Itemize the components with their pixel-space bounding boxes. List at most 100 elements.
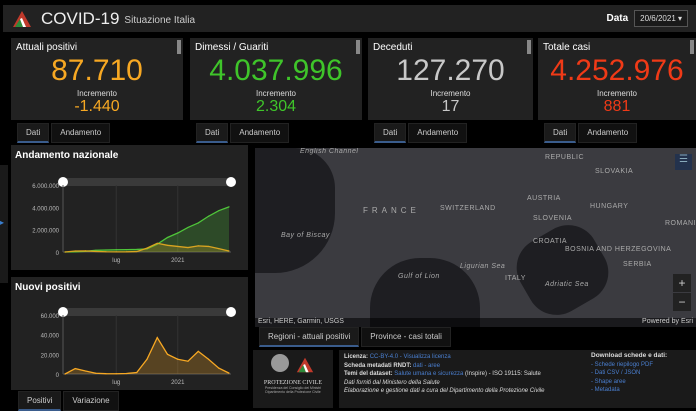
data-point [197, 222, 199, 224]
y-tick-label: 20.000 [41, 353, 60, 359]
logo-sub: Presidenza del Consiglio dei Ministri [264, 386, 322, 390]
temi-link[interactable]: Salute umana e sicurezza [394, 371, 464, 377]
card-value: 4.252.976 [550, 54, 684, 87]
data-point [197, 350, 199, 352]
map-label: Ligurian Sea [460, 263, 506, 270]
data-point [197, 245, 199, 247]
data-point [95, 250, 97, 253]
tab-andamento[interactable]: Andamento [51, 123, 111, 143]
data-point [187, 226, 189, 229]
y-tick-label: 2.000.000 [32, 229, 59, 235]
tab-province[interactable]: Province - casi totali [361, 327, 451, 347]
map-label: English Channel [300, 148, 359, 155]
powered-by-esri[interactable]: Powered by Esri [642, 318, 693, 325]
data-point [105, 249, 107, 251]
tab-dati[interactable]: Dati [544, 123, 577, 143]
tab-dati[interactable]: Dati [374, 123, 407, 143]
data-point [177, 358, 179, 360]
data-point [207, 215, 210, 217]
app-title: COVID-19 [41, 8, 120, 28]
download-shape-link[interactable]: - Shape aree [591, 378, 626, 385]
rndt-link[interactable]: dati - aree [413, 362, 441, 369]
andamento-chart[interactable]: 6.000.000 4.000.000 2.000.000 0 lug 2021 [11, 145, 248, 270]
series-area [65, 206, 229, 252]
chart-title: Nuovi positivi [15, 282, 81, 293]
panel-andamento-nazionale: 6.000.000 4.000.000 2.000.000 0 lug 2021 Anda… [11, 145, 248, 270]
y-tick-label: 4.000.000 [32, 206, 59, 212]
sea-area [370, 258, 480, 327]
scrollbar[interactable] [177, 40, 181, 54]
card-label: Totale casi [543, 42, 591, 53]
range-slider-handle[interactable] [226, 307, 236, 317]
map-label: REPUBLIC [545, 154, 585, 161]
fonte-text: Dati forniti dal Ministero della Salute [344, 379, 440, 386]
tab-regioni[interactable]: Regioni - attuali positivi [259, 327, 360, 347]
scrollbar[interactable] [690, 40, 694, 54]
temi-label: Temi del dataset: [344, 371, 393, 377]
card-value: 127.270 [396, 54, 505, 87]
data-point [228, 372, 230, 374]
tab-dati[interactable]: Dati [196, 123, 229, 143]
tab-andamento[interactable]: Andamento [578, 123, 638, 143]
data-point [156, 337, 158, 339]
licenza-link[interactable]: CC-BY-4.0 - Visualizza licenza [369, 354, 451, 360]
tab-andamento[interactable]: Andamento [408, 123, 468, 143]
data-point [228, 206, 230, 208]
chevron-right-icon: ▸ [0, 218, 5, 227]
range-slider-track [63, 178, 231, 186]
range-slider-handle[interactable] [58, 307, 68, 317]
data-point [146, 358, 148, 360]
download-csv-link[interactable]: - Dati CSV / JSON [591, 370, 641, 376]
data-point [166, 244, 169, 246]
nuovi-positivi-chart[interactable]: 60.000 40.000 20.000 0 lug 2021 [11, 277, 248, 390]
map-label: Adriatic Sea [545, 281, 589, 288]
protezione-civile-logo: PROTEZIONE CIVILE Presidenza del Consigl… [253, 350, 333, 408]
data-point [218, 248, 220, 250]
data-point [64, 373, 66, 375]
temi-rest: (Inspire) - ISO 19115: Salute [464, 371, 541, 377]
sea-area [505, 214, 620, 326]
zoom-out-button[interactable]: − [673, 293, 691, 311]
range-slider-handle[interactable] [58, 177, 68, 187]
data-point [74, 250, 76, 252]
sidebar-toggle[interactable]: ▸ [0, 165, 8, 283]
data-point [136, 250, 138, 253]
data-point [105, 373, 107, 375]
pc-logo-icon [296, 357, 314, 373]
data-point [166, 236, 169, 239]
card-value: 87.710 [51, 54, 143, 87]
map-label: SWITZERLAND [440, 205, 496, 212]
stat-card: Attuali positivi 87.710 Incremento -1.44… [11, 38, 183, 120]
map-label: CROATIA [533, 238, 568, 245]
date-select[interactable]: 20/6/2021 ▾ [634, 10, 688, 27]
range-slider-handle[interactable] [226, 177, 236, 187]
download-pdf-link[interactable]: - Schede riepilogo PDF [591, 361, 654, 368]
scrollbar[interactable] [356, 40, 360, 54]
map-label: Bay of Biscay [281, 232, 330, 239]
data-point [115, 251, 117, 253]
map-label: Gulf of Lion [398, 273, 440, 280]
zoom-in-button[interactable]: + [673, 274, 691, 292]
stat-card: Deceduti 127.270 Incremento 17 [368, 38, 533, 120]
map-label: HUNGARY [590, 203, 629, 210]
card-label: Deceduti [373, 42, 413, 53]
data-point [125, 249, 128, 251]
download-metadata-link[interactable]: - Metadata [591, 387, 620, 393]
data-point [177, 245, 179, 248]
data-point [84, 370, 87, 372]
map[interactable]: English Channel REPUBLIC SLOVAKIA AUSTRIA HU… [255, 148, 696, 327]
tab-dati[interactable]: Dati [17, 123, 50, 143]
card-label: Dimessi / Guariti [195, 42, 269, 53]
legend-list-icon[interactable]: ☰ [675, 154, 692, 170]
tab-positivi[interactable]: Positivi [18, 391, 62, 411]
data-point [74, 367, 76, 370]
logo-text: PROTEZIONE CIVILE [263, 380, 323, 386]
tab-variazione[interactable]: Variazione [63, 391, 119, 411]
map-label: SERBIA [623, 261, 652, 268]
data-point [166, 353, 169, 355]
map-label: ITALY [505, 275, 526, 282]
tab-andamento[interactable]: Andamento [230, 123, 290, 143]
map-label: SLOVENIA [533, 215, 573, 222]
y-tick-label: 40.000 [41, 334, 60, 340]
scrollbar[interactable] [527, 40, 531, 54]
